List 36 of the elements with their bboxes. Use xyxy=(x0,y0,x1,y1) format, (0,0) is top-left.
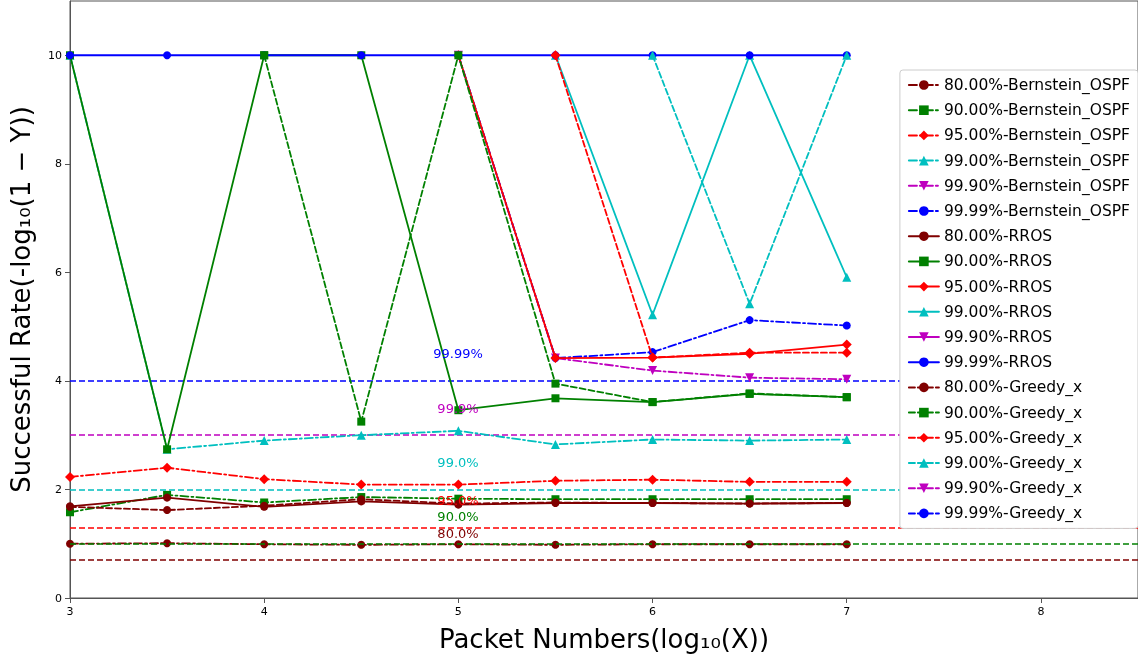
y-tick-label: 0 xyxy=(55,591,62,605)
annotation: 90.0% xyxy=(437,509,479,525)
legend-label: 99.00%-RROS xyxy=(943,302,1053,321)
annotation: 95.0% xyxy=(437,492,479,508)
y-tick-label: 8 xyxy=(55,157,62,171)
legend-label: 90.00%-Greedy_x xyxy=(943,403,1083,423)
legend-label: 99.90%-Bernstein_OSPF xyxy=(943,176,1131,196)
legend-label: 95.00%-Bernstein_OSPF xyxy=(943,126,1131,146)
legend-label: 90.00%-Bernstein_OSPF xyxy=(943,101,1131,121)
x-tick-label: 4 xyxy=(260,605,268,618)
x-tick-label: 8 xyxy=(1037,605,1045,618)
legend-label: 90.00%-RROS xyxy=(943,252,1053,271)
legend-label: 95.00%-RROS xyxy=(943,277,1053,296)
annotation: 80.0% xyxy=(437,525,479,541)
x-tick-label: 6 xyxy=(649,605,657,618)
x-tick-label: 3 xyxy=(66,605,74,618)
y-axis-title: Successful Rate(-log₁₀(1 − Y)) xyxy=(6,106,36,493)
legend-label: 99.90%-RROS xyxy=(943,328,1053,346)
legend-label: 80.00%-Bernstein_OSPF xyxy=(943,76,1131,95)
x-tick-label: 7 xyxy=(843,605,851,618)
y-tick-label: 2 xyxy=(55,482,62,496)
legend-label: 99.00%-Bernstein_OSPF xyxy=(943,151,1131,171)
legend-label: 80.00%-RROS xyxy=(943,227,1053,246)
legend-label: 99.99%-RROS xyxy=(943,353,1053,372)
y-tick-label: 10 xyxy=(48,48,62,62)
legend-label: 99.99%-Bernstein_OSPF xyxy=(943,202,1131,221)
legend-label: 80.00%-Greedy_x xyxy=(943,378,1083,398)
legend-label: 99.90%-Greedy_x xyxy=(943,479,1083,499)
legend-label: 99.00%-Greedy_x xyxy=(943,454,1083,473)
legend-label: 95.00%-Greedy_x xyxy=(943,428,1083,448)
y-tick-label: 6 xyxy=(55,265,62,279)
legend-label: 99.99%-Greedy_x xyxy=(943,504,1083,524)
x-axis-title: Packet Numbers(log₁₀(X)) xyxy=(438,624,770,654)
y-tick-label: 4 xyxy=(55,374,62,388)
x-tick-label: 5 xyxy=(454,605,462,618)
annotation: 99.0% xyxy=(437,454,479,470)
